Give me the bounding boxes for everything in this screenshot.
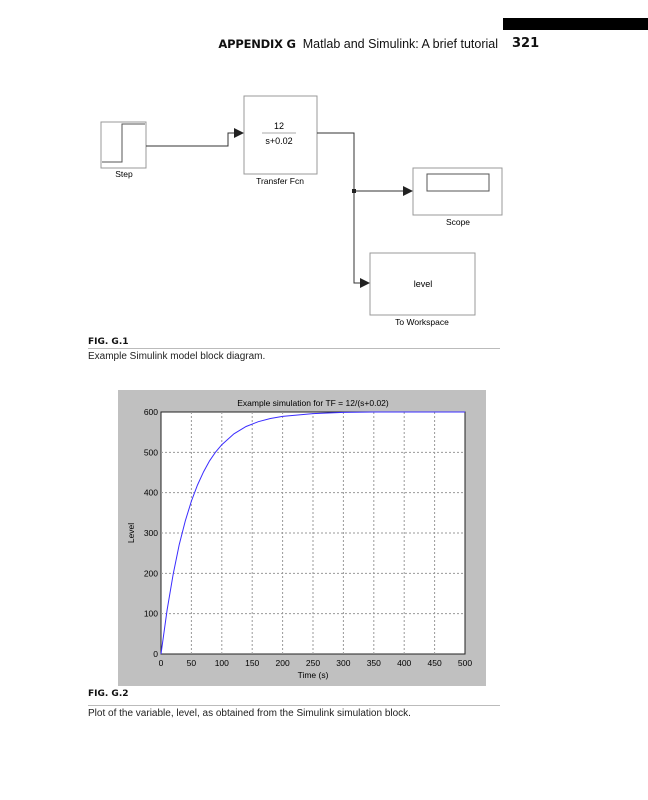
y-tick-label: 0	[153, 649, 158, 659]
to-workspace-block	[369, 252, 476, 316]
signal-lines	[146, 132, 405, 284]
to-workspace-label: To Workspace	[395, 317, 449, 327]
y-tick-label: 400	[144, 488, 158, 498]
workspace-variable: level	[414, 279, 433, 289]
fig2-label: FIG. G.2	[88, 689, 129, 699]
x-tick-label: 150	[245, 658, 259, 668]
step-icon	[102, 123, 145, 163]
arrowheads	[234, 128, 413, 288]
transfer-fcn-block	[243, 95, 318, 175]
y-tick-label: 600	[144, 407, 158, 417]
tf-numerator: 12	[274, 121, 284, 131]
tf-denominator: s+0.02	[265, 136, 292, 146]
y-tick-label: 100	[144, 609, 158, 619]
x-tick-label: 350	[367, 658, 381, 668]
x-tick-label: 50	[187, 658, 197, 668]
x-tick-label: 100	[215, 658, 229, 668]
transfer-fcn-label: Transfer Fcn	[256, 176, 304, 186]
scope-label: Scope	[446, 217, 470, 227]
x-axis-label: Time (s)	[298, 670, 329, 680]
x-tick-label: 400	[397, 658, 411, 668]
x-tick-label: 250	[306, 658, 320, 668]
fig1-label: FIG. G.1	[88, 337, 129, 347]
arrow-icon	[360, 278, 370, 288]
x-tick-label: 500	[458, 658, 472, 668]
header-title: Matlab and Simulink: A brief tutorial	[302, 37, 498, 51]
step-label: Step	[115, 169, 133, 179]
x-tick-label: 0	[159, 658, 164, 668]
series-line	[160, 411, 465, 655]
header-bar	[503, 18, 648, 30]
arrow-icon	[403, 186, 413, 196]
simulation-plot: 0 50 100 150 200 250 300 350 400 450 500 0 100 200 300…	[118, 390, 486, 686]
fig2-rule	[88, 705, 500, 706]
arrow-icon	[234, 128, 244, 138]
fig2-caption: Plot of the variable, level, as obtained…	[88, 708, 411, 719]
fig1-rule	[88, 348, 500, 349]
y-tick-label: 300	[144, 528, 158, 538]
x-tick-label: 200	[276, 658, 290, 668]
x-tick-label: 450	[428, 658, 442, 668]
y-tick-label: 200	[144, 568, 158, 578]
x-tick-label: 300	[336, 658, 350, 668]
branch-point	[352, 189, 356, 193]
step-block	[100, 121, 147, 169]
appendix-label: APPENDIX G	[218, 37, 296, 51]
running-header: APPENDIX G Matlab and Simulink: A brief …	[218, 37, 498, 51]
simulink-diagram: 12 s+0.02 level Step Transfer Fcn Scope …	[100, 95, 503, 327]
scope-screen	[426, 173, 490, 192]
fig1-caption: Example Simulink model block diagram.	[88, 351, 266, 362]
y-tick-label: 500	[144, 447, 158, 457]
page-number: 321	[512, 36, 540, 51]
y-axis-label: Level	[126, 523, 136, 543]
chart-title: Example simulation for TF = 12/(s+0.02)	[237, 398, 389, 408]
